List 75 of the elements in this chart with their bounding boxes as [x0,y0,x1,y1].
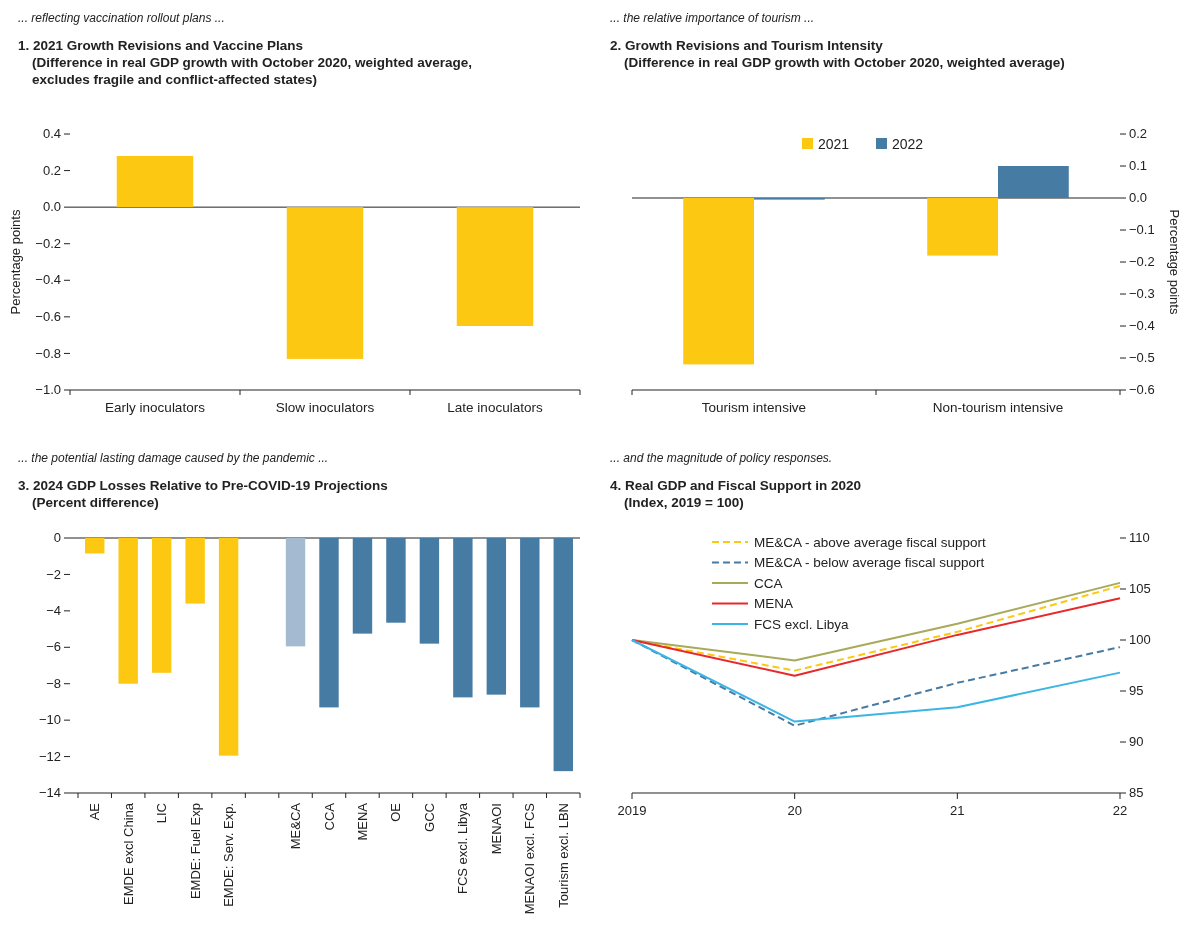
y-tick-label: −6 [46,639,61,655]
x-tick-label: AE [87,802,103,821]
y-tick-label: −0.2 [35,235,61,251]
y2-tick-label: −0.5 [1129,350,1155,366]
legend-label: MENA [754,596,794,612]
y2-tick-label: 110 [1129,530,1150,546]
x-tick-label: FCS excl. Libya [455,802,471,895]
y2-tick-label: 95 [1129,683,1144,699]
x-tick-label: EMDE excl China [120,802,136,905]
chart-subtitle: (Difference in real GDP growth with October 2020, weighted average, excludes fragile and conflict-affected states) [32,55,473,87]
y2-tick-label: 0.2 [1129,126,1148,142]
legend-label: 2021 [818,135,850,152]
y-tick-label: −12 [38,748,61,764]
y2-tick-label: 90 [1129,734,1144,750]
y2-tick-label: 85 [1129,785,1144,801]
chart-title: 3. 2024 GDP Losses Relative to Pre-COVID-19 Projections [18,478,388,493]
text: ... the potential lasting damage caused by the pandemic ... [18,451,329,465]
x-tick-label: MENAOI excl. FCS [522,802,538,915]
text: ... the relative importance of tourism ... [610,11,815,25]
x-tick-label: Non-tourism intensive [932,400,1064,415]
y2-tick-label: 105 [1129,581,1151,597]
x-tick-label: Slow inoculators [275,400,375,415]
y-tick-label: −4 [46,603,61,619]
y2-tick-label: −0.4 [1129,318,1155,334]
chart-subtitle: (Difference in real GDP growth with October 2020, weighted average) [624,55,1065,70]
x-tick-label: Tourism excl. LBN [555,803,571,908]
y-tick-label: −1.0 [35,382,61,398]
legend-label: CCA [754,575,783,591]
x-tick-label: GCC [421,803,437,832]
legend-label: ME&CA - below average fiscal support [754,555,985,571]
x-tick-label: Early inoculators [105,400,206,415]
y-tick-label: −14 [38,785,61,801]
chart-title: 1. 2021 Growth Revisions and Vaccine Plans [18,38,304,53]
y-tick-label: −8 [46,675,61,691]
y-tick-label: 0.0 [42,199,61,215]
chart-subtitle: (Percent difference) [32,495,159,510]
y-tick-label: −0.6 [35,309,61,325]
x-tick-label: MENA [355,802,371,841]
y-tick-label: −0.4 [35,272,61,288]
x-tick-label: 2019 [617,803,647,818]
y2-tick-label: −0.6 [1129,382,1155,398]
x-tick-label: 21 [950,803,965,818]
y2-tick-label: 0.0 [1129,190,1148,206]
y-axis-title: Percentage points [8,209,23,315]
chart-title: 4. Real GDP and Fiscal Support in 2020 [610,478,862,493]
y-tick-label: 0.2 [42,162,61,178]
x-tick-label: Tourism intensive [701,400,807,415]
x-tick-label: LIC [154,803,170,824]
legend-label: ME&CA - above average fiscal support [754,534,987,550]
x-tick-label: OE [388,802,404,822]
y2-axis-title: Percentage points [1167,209,1182,315]
x-tick-label: ME&CA [288,802,304,850]
x-tick-label: 20 [787,803,802,818]
chart-subtitle: (Index, 2019 = 100) [624,495,744,510]
y-tick-label: −2 [46,566,61,582]
y2-tick-label: 0.1 [1129,158,1148,174]
chart-title: 2. Growth Revisions and Tourism Intensity [610,38,884,53]
y-tick-label: 0.4 [42,126,61,142]
x-tick-label: CCA [321,802,337,831]
x-tick-label: EMDE: Fuel Exp [187,803,203,900]
x-tick-label: MENAOI [488,803,504,855]
legend-label: FCS excl. Libya [754,616,850,632]
y2-tick-label: −0.2 [1129,254,1155,270]
y-tick-label: 0 [53,530,61,546]
legend-label: 2022 [892,135,924,152]
text: ... reflecting vaccination rollout plans ... [18,11,225,25]
x-tick-label: EMDE: Serv. Exp. [221,803,237,907]
x-tick-label: Late inoculators [447,400,543,415]
text: ... and the magnitude of policy responses. [610,451,833,465]
x-tick-label: 22 [1112,803,1128,818]
y2-tick-label: −0.3 [1129,286,1155,302]
y2-tick-label: −0.1 [1129,222,1155,238]
y2-tick-label: 100 [1129,632,1151,648]
y-tick-label: −10 [38,712,61,728]
y-tick-label: −0.8 [35,345,61,361]
